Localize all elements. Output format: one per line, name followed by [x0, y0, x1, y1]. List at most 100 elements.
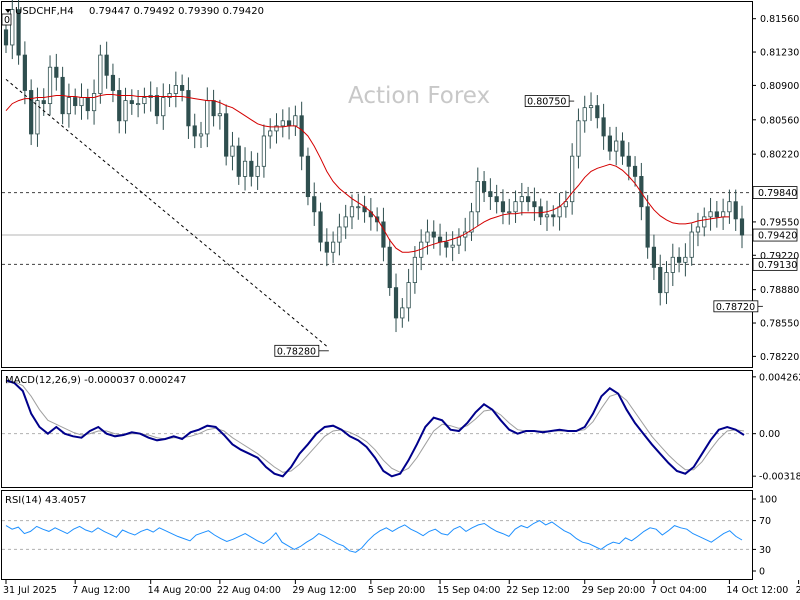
macd-panel: 0.004262 0.00 -0.003188	[2, 372, 800, 483]
candle-body	[224, 113, 229, 157]
candle-body	[66, 97, 72, 115]
candle-body	[331, 241, 336, 253]
candle-body	[626, 155, 631, 167]
candle-body	[721, 211, 726, 218]
candle-body	[507, 211, 512, 214]
rsi-panel: 100 70 30 0	[2, 495, 777, 578]
candle-body	[142, 97, 147, 105]
x-tick-label: 22 Sep 12:00	[506, 585, 569, 596]
candle-body	[249, 160, 254, 177]
candle-body	[242, 160, 248, 177]
candle-body	[557, 206, 562, 218]
candle-body	[192, 125, 197, 137]
y-tick-label: 0.81560	[760, 14, 799, 25]
x-tick-label: 31 Jul 2025	[3, 585, 57, 596]
main-overlay: 0.80750 0.78280 0.78720 0	[1, 13, 763, 357]
candle-body	[639, 176, 644, 208]
candle-body	[268, 130, 273, 137]
candle-body	[110, 74, 116, 91]
moving-average-line	[5, 94, 730, 253]
price-annotation: 0	[4, 15, 10, 26]
candle-body	[513, 201, 518, 213]
candle-body	[651, 246, 657, 268]
level-label-box	[752, 257, 798, 271]
candle-body	[173, 85, 178, 94]
candle-body	[211, 100, 216, 117]
y-tick-label: 0.80900	[760, 81, 799, 92]
candle-body	[10, 9, 15, 46]
x-tick-label: 5 Sep 20:00	[368, 585, 425, 596]
candle-body	[519, 196, 524, 203]
x-tick-label: 22 Aug 04:00	[217, 585, 281, 596]
candle-body	[167, 93, 172, 98]
x-tick-label: 29 Sep 20:00	[582, 585, 645, 596]
candle-body	[286, 120, 292, 127]
x-tick-label: 14 Aug 20:00	[148, 585, 212, 596]
candle-body	[79, 97, 84, 107]
candle-body	[129, 100, 134, 105]
candle-body	[676, 256, 682, 263]
candle-body	[582, 107, 587, 122]
candle-body	[73, 97, 78, 107]
x-tick-label: 15 Sep 04:00	[437, 585, 500, 596]
collapse-triangle-icon[interactable]	[5, 9, 11, 13]
candle-body	[576, 120, 581, 157]
level-label-box	[752, 186, 798, 199]
candle-body	[689, 231, 694, 258]
candle-body	[544, 214, 550, 218]
candle-body	[456, 236, 462, 246]
candle-body	[431, 231, 436, 238]
candle-body	[425, 231, 430, 243]
candle-body	[570, 155, 575, 203]
candle-body	[305, 155, 311, 198]
candle-body	[381, 221, 386, 248]
level-label-box	[752, 228, 798, 242]
candle-body	[400, 307, 405, 319]
price-annotation: 0.80750	[527, 97, 566, 108]
rsi-tick-label: 70	[759, 516, 771, 527]
candle-body	[632, 165, 638, 177]
watermark: Action Forex	[348, 83, 490, 109]
candle-body	[255, 165, 260, 177]
candle-body	[588, 105, 594, 109]
candle-body	[708, 211, 713, 218]
candle-body	[733, 201, 738, 220]
macd-panel-frame	[1, 370, 753, 488]
candle-body	[526, 196, 531, 203]
price-annotation: 0.78280	[277, 346, 316, 357]
rsi-title: RSI(14) 43.4057	[5, 495, 86, 506]
rsi-tick-label: 0	[759, 567, 765, 578]
candle-body	[198, 133, 204, 137]
candle-body	[393, 287, 399, 319]
candle-body	[47, 66, 53, 105]
main-panel-frame	[1, 1, 753, 368]
x-tick-label: 14 Oct 12:00	[726, 585, 788, 596]
y-tick-label: 0.78550	[760, 319, 799, 330]
main-grid	[2, 192, 752, 265]
candle-body	[683, 256, 688, 263]
candle-body	[670, 256, 675, 273]
candle-body	[601, 117, 606, 137]
candle-body	[406, 282, 411, 309]
candle-body	[154, 95, 160, 117]
x-tick-label: 21 Oct 20:00	[796, 585, 800, 596]
rsi-tick-label: 30	[759, 545, 771, 556]
candle-body	[563, 201, 568, 208]
candle-body	[727, 201, 732, 213]
candle-body	[714, 211, 719, 218]
rsi-line	[5, 520, 743, 553]
candle-body	[161, 97, 166, 117]
candle-body	[645, 206, 650, 248]
candle-body	[481, 181, 487, 192]
candle-body	[412, 256, 417, 283]
ohlc-values: 0.79447 0.79492 0.79390 0.79420	[89, 6, 264, 17]
y-tick-label: 0.79220	[760, 251, 799, 262]
y-tick-label: 0.80560	[760, 115, 799, 126]
x-tick-label: 29 Aug 12:00	[292, 585, 356, 596]
candle-body	[387, 246, 392, 289]
candle-body	[614, 140, 619, 152]
candle-body	[500, 201, 506, 213]
candle-body	[35, 100, 40, 135]
candle-body	[22, 54, 27, 91]
